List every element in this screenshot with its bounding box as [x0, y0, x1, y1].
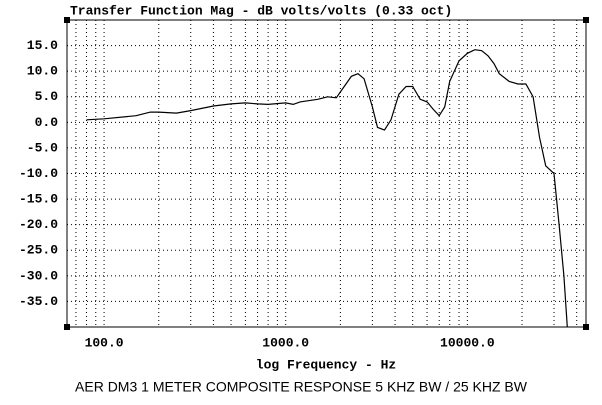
response-line — [86, 49, 568, 327]
y-tick-label: -10.0 — [19, 166, 58, 181]
x-tick-label: 10000.0 — [440, 335, 495, 350]
x-tick-label: 1000.0 — [262, 335, 309, 350]
y-tick-label: -35.0 — [19, 294, 58, 309]
footer: AER DM3 1 METER COMPOSITE RESPONSE 5 KHZ… — [75, 379, 528, 395]
y-tick-label: 0.0 — [35, 115, 59, 130]
corner-marker — [583, 324, 589, 330]
x-tick-label: 100.0 — [85, 335, 124, 350]
y-tick-label: -25.0 — [19, 243, 58, 258]
y-tick-label: 10.0 — [27, 64, 58, 79]
corner-marker — [64, 324, 70, 330]
chart-title: Transfer Function Mag - dB volts/volts (… — [70, 3, 452, 18]
corner-marker — [64, 17, 70, 23]
corner-marker — [583, 17, 589, 23]
y-tick-label: -15.0 — [19, 192, 58, 207]
y-tick-label: -30.0 — [19, 268, 58, 283]
plot-frame — [66, 19, 587, 328]
y-tick-label: -5.0 — [27, 140, 58, 155]
x-axis-label: log Frequency - Hz — [256, 357, 396, 372]
y-tick-label: 5.0 — [35, 89, 59, 104]
y-tick-label: 15.0 — [27, 38, 58, 53]
y-tick-label: -20.0 — [19, 217, 58, 232]
